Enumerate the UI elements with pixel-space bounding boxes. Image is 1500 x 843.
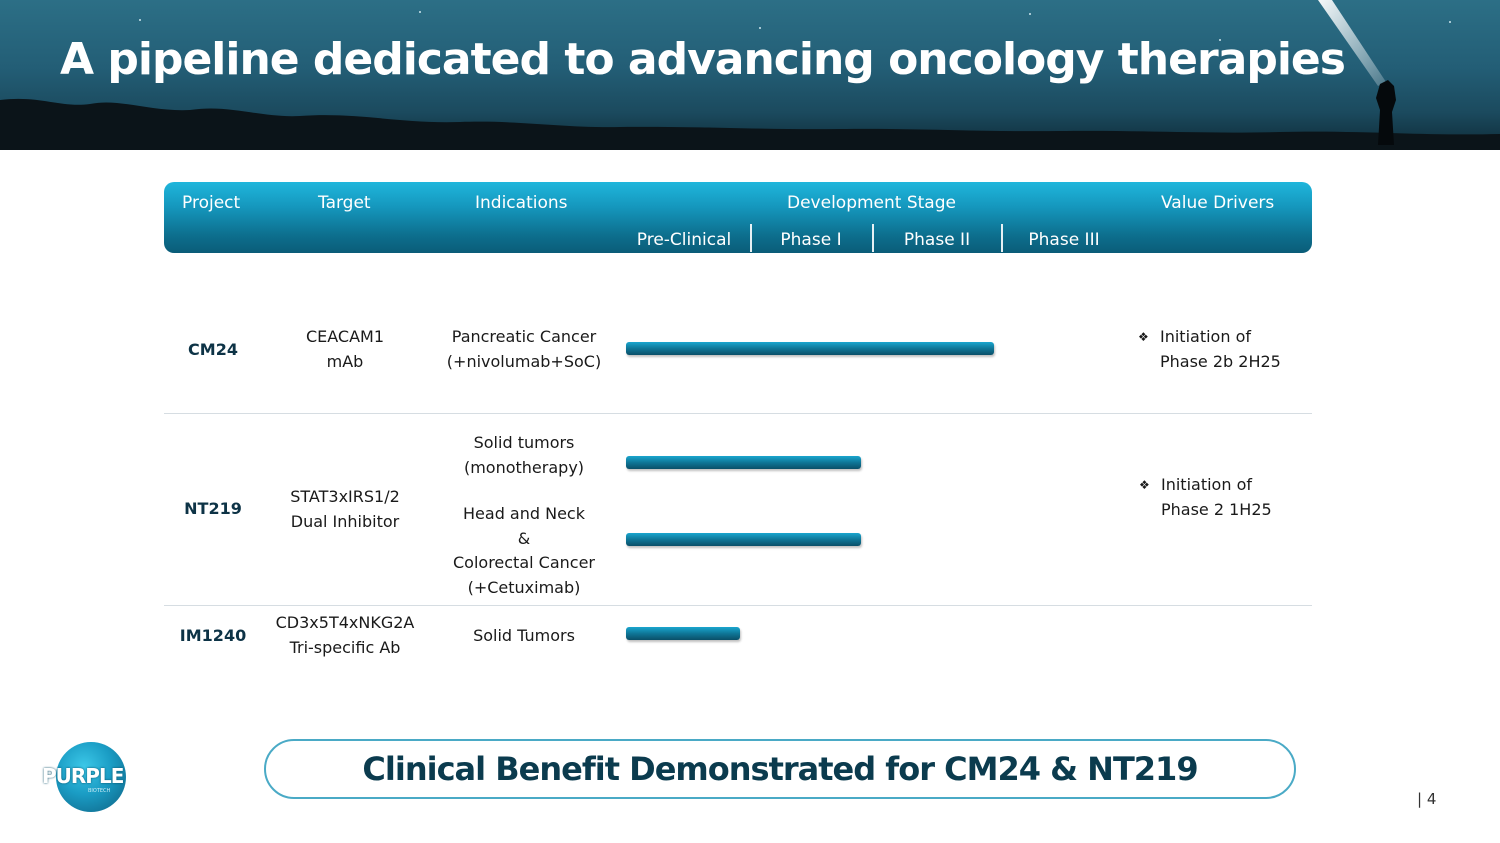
target-line: Dual Inhibitor	[290, 511, 400, 531]
night-sky-illustration	[0, 0, 1500, 150]
indication-line: (+nivolumab+SoC)	[446, 351, 602, 371]
page-number: | 4	[1417, 790, 1437, 808]
header-project: Project	[182, 193, 241, 213]
stage-pre-clinical: Pre-Clinical	[636, 230, 732, 250]
logo-circle	[56, 742, 126, 812]
diamond-bullet-icon: ❖	[1139, 478, 1150, 492]
value-driver-line: Initiation of	[1160, 327, 1251, 346]
target-line: CD3x5T4xNKG2A	[275, 613, 415, 632]
target-cm24: CEACAM1 mAb	[306, 325, 384, 374]
progress-bar-nt219-mono	[626, 456, 861, 469]
stage-divider	[750, 224, 752, 252]
row-divider	[164, 605, 1312, 606]
value-driver-cm24: ❖ Initiation of Phase 2b 2H25	[1138, 325, 1281, 374]
indication-nt219-combo: Head and Neck & Colorectal Cancer (+Cetu…	[453, 502, 595, 600]
indication-line: Pancreatic Cancer	[451, 327, 597, 346]
stage-phase-1: Phase I	[780, 230, 842, 250]
indication-line: Head and Neck	[463, 504, 585, 523]
header-value-drivers: Value Drivers	[1161, 193, 1275, 213]
header-indications: Indications	[475, 193, 568, 213]
target-nt219: STAT3xIRS1/2 Dual Inhibitor	[290, 485, 400, 534]
indication-line: (monotherapy)	[463, 457, 585, 477]
header-development-stage: Development Stage	[787, 193, 956, 213]
stage-phase-2: Phase II	[903, 230, 971, 250]
purple-biotech-logo: PURPLE BIOTECH	[42, 742, 128, 812]
indication-line: &	[517, 528, 531, 548]
callout-text: Clinical Benefit Demonstrated for CM24 &…	[362, 750, 1198, 788]
indication-line: (+Cetuximab)	[467, 577, 581, 597]
stage-phase-3: Phase III	[1028, 230, 1100, 250]
target-line: STAT3xIRS1/2	[290, 487, 400, 506]
project-im1240: IM1240	[179, 626, 247, 645]
project-nt219: NT219	[184, 499, 242, 518]
progress-bar-im1240	[626, 627, 740, 640]
indication-nt219-mono: Solid tumors (monotherapy)	[464, 431, 584, 480]
stage-divider	[1001, 224, 1003, 252]
value-driver-line: Phase 2 1H25	[1161, 499, 1272, 519]
indication-line: Solid tumors	[473, 433, 575, 452]
indication-im1240: Solid Tumors	[473, 624, 575, 649]
logo-text: PURPLE	[42, 764, 124, 788]
indication-cm24: Pancreatic Cancer (+nivolumab+SoC)	[447, 325, 601, 374]
diamond-bullet-icon: ❖	[1138, 330, 1149, 344]
logo-subtext: BIOTECH	[88, 788, 111, 794]
pipeline-table-header: Project Target Indications Development S…	[164, 182, 1312, 253]
target-line: mAb	[326, 351, 364, 371]
indication-line: Solid Tumors	[473, 626, 575, 645]
stage-divider	[872, 224, 874, 252]
progress-bar-cm24	[626, 342, 994, 355]
value-driver-line: Initiation of	[1161, 475, 1252, 494]
progress-bar-nt219-combo	[626, 533, 861, 546]
target-im1240: CD3x5T4xNKG2A Tri-specific Ab	[276, 611, 415, 660]
row-divider	[164, 413, 1312, 414]
page-title: A pipeline dedicated to advancing oncolo…	[60, 34, 1346, 85]
target-line: CEACAM1	[305, 327, 385, 346]
header-banner: A pipeline dedicated to advancing oncolo…	[0, 0, 1500, 150]
value-driver-nt219: ❖ Initiation of Phase 2 1H25	[1139, 473, 1272, 522]
target-line: Tri-specific Ab	[289, 637, 401, 657]
indication-line: Colorectal Cancer	[452, 553, 596, 572]
callout-pill: Clinical Benefit Demonstrated for CM24 &…	[264, 739, 1296, 799]
header-target: Target	[318, 193, 371, 213]
project-cm24: CM24	[188, 340, 238, 359]
value-driver-line: Phase 2b 2H25	[1160, 351, 1281, 371]
